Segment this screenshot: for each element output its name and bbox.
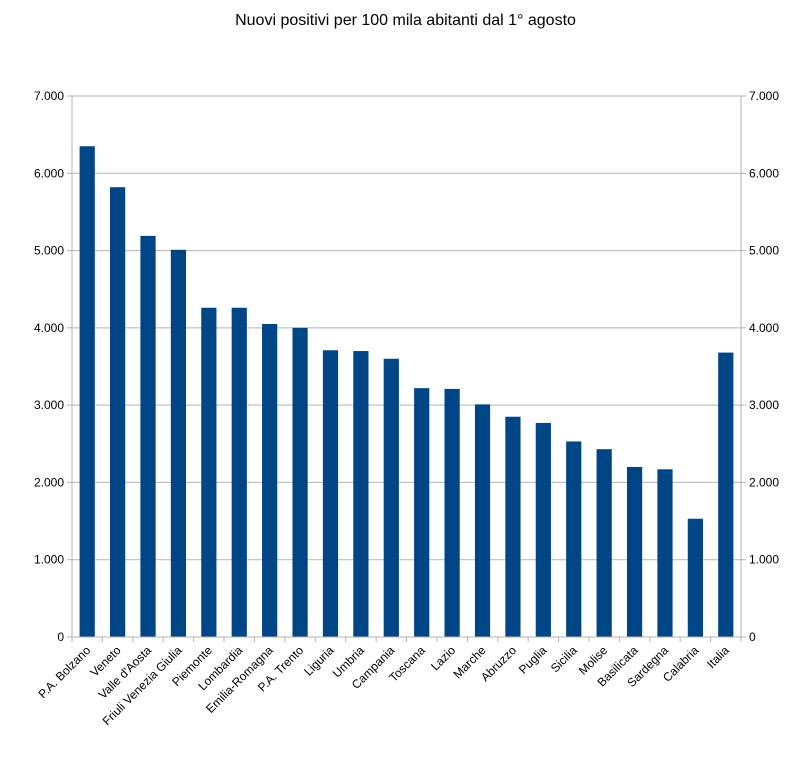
y-tick-label-left: 7.000 [34,89,64,103]
bar [140,235,156,637]
y-axis-left-ticks: 0 1.000 2.000 3.000 4.000 5.000 6.000 7.000 [34,89,64,644]
bar [353,351,369,637]
bar [444,388,460,637]
bar [535,422,551,637]
chart-title: Nuovi positivi per 100 mila abitanti dal… [235,12,576,29]
bars [79,146,734,637]
x-category-label: Italia [704,643,732,671]
bar [474,404,491,637]
bar [383,358,399,637]
bar [170,249,187,637]
y-axis-right-ticks: 0 1.000 2.000 3.000 4.000 5.000 6.000 7.000 [749,89,779,644]
axes [67,95,746,642]
bar [566,441,582,637]
y-tick-label-right: 2.000 [749,475,779,489]
y-tick-label-left: 4.000 [34,321,64,335]
bar [687,518,703,637]
y-tick-label-right: 6.000 [749,166,779,180]
bar [626,466,643,637]
y-tick-label-left: 1.000 [34,553,64,567]
x-category-label: Puglia [516,643,550,677]
y-tick-label-right: 3.000 [749,398,779,412]
x-category-label: Sicilia [548,643,580,675]
y-tick-label-right: 7.000 [749,89,779,103]
bar [79,146,95,637]
bar [110,187,126,637]
y-tick-label-right: 1.000 [749,553,779,567]
y-tick-label-left: 3.000 [34,398,64,412]
bar [718,352,734,637]
bar [262,323,278,637]
y-tick-label-left: 2.000 [34,475,64,489]
bar [505,416,521,637]
y-tick-label-left: 6.000 [34,166,64,180]
x-category-label: P.A. Bolzano [35,643,93,701]
bar [231,307,247,637]
y-tick-label-right: 5.000 [749,244,779,258]
y-tick-label-left: 5.000 [34,244,64,258]
y-tick-label-right: 4.000 [749,321,779,335]
bar [292,327,308,637]
bar [657,469,673,637]
y-tick-label-left: 0 [57,630,64,644]
y-tick-label-right: 0 [749,630,756,644]
bar [414,388,430,637]
bar [201,307,217,637]
bar [322,350,339,637]
bar [596,449,612,637]
